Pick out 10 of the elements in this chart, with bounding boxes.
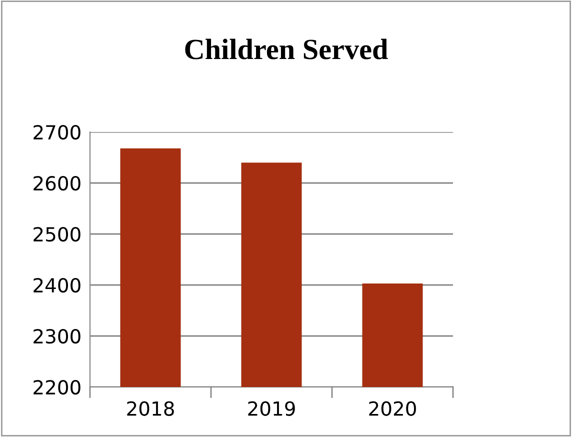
chart-title: Children Served xyxy=(185,38,388,60)
y-tick-label: 2700 xyxy=(34,124,80,140)
y-tick-label: 2200 xyxy=(34,380,80,395)
y-tick-label: 2500 xyxy=(34,226,80,242)
x-tick-label: 2018 xyxy=(127,401,174,416)
y-tick-label: 2600 xyxy=(34,176,80,191)
x-tick-label: 2020 xyxy=(369,401,416,416)
y-tick-label: 2400 xyxy=(34,278,80,293)
y-tick-label: 2300 xyxy=(34,328,80,344)
x-tick-label: 2019 xyxy=(248,401,295,416)
